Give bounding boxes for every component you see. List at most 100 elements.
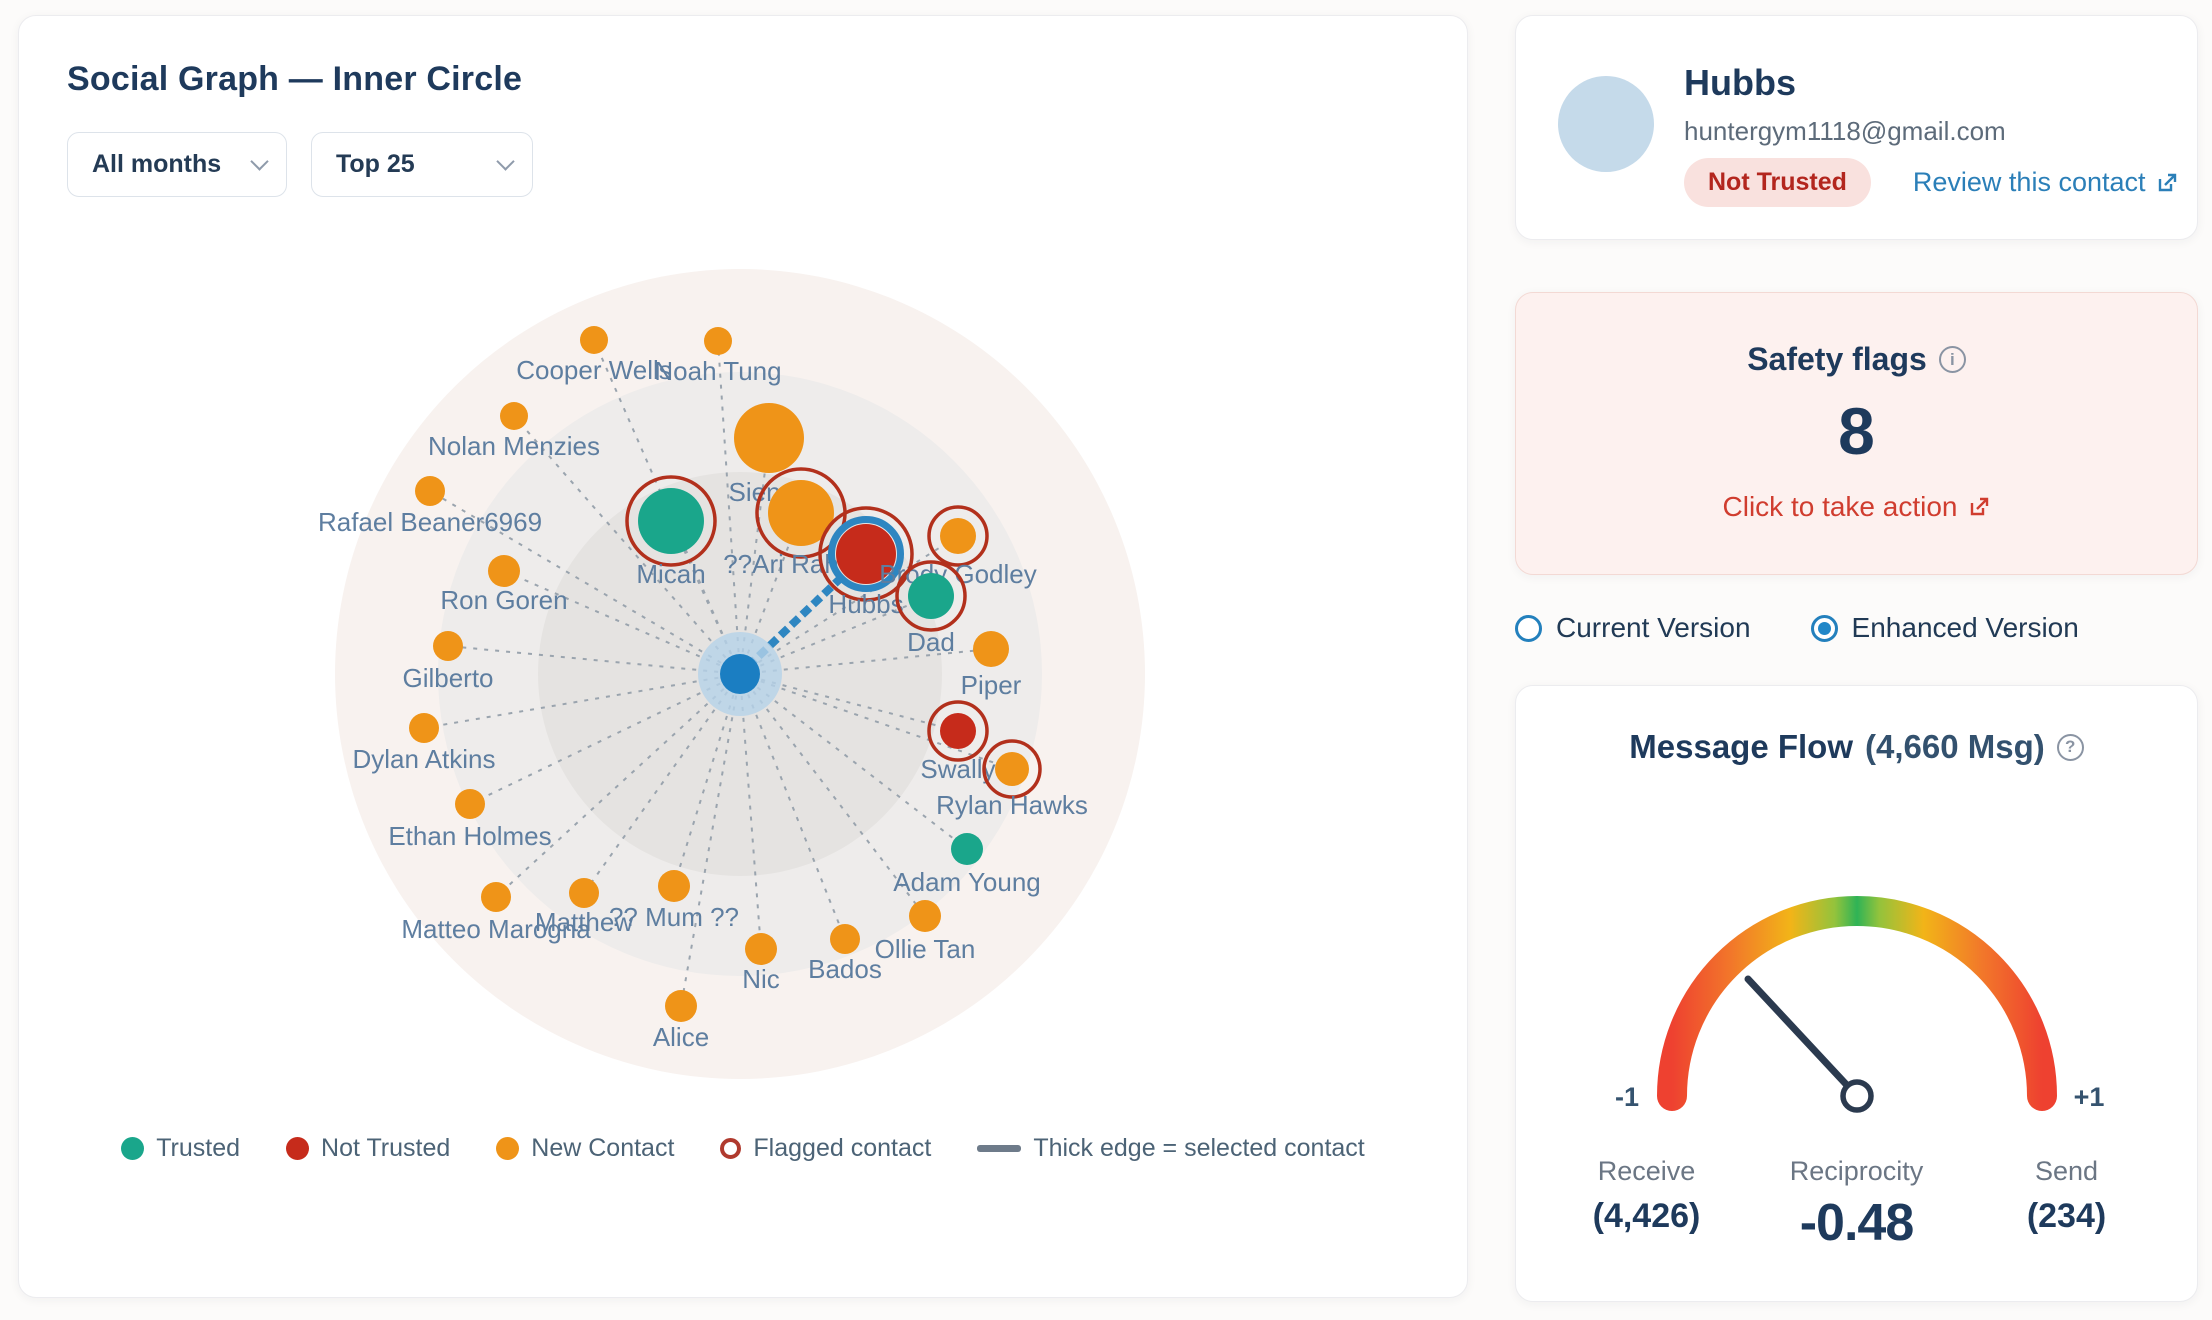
radio-unselected-icon — [1515, 614, 1542, 642]
gauge-min-label: -1 — [1615, 1082, 1639, 1112]
stat-label: Send — [2034, 1156, 2099, 1186]
flag-ring-icon — [927, 700, 989, 762]
review-contact-label: Review this contact — [1912, 167, 2146, 197]
center-node[interactable] — [720, 654, 760, 694]
review-contact-link[interactable]: Review this contact — [1913, 167, 2179, 198]
graph-node-bados[interactable]: Bados — [808, 924, 882, 984]
node-dot — [658, 870, 690, 902]
gauge-arc — [1657, 896, 2057, 1111]
radio-current-version[interactable]: Current Version — [1515, 612, 1751, 644]
radio-enhanced-version[interactable]: Enhanced Version — [1810, 612, 2079, 644]
stat-value: (4,426) — [1592, 1197, 1701, 1235]
legend-item-trusted: Trusted — [121, 1134, 240, 1163]
graph-node-nolan-menzies[interactable]: Nolan Menzies — [428, 402, 600, 461]
node-dot — [488, 555, 520, 587]
node-label: Dylan Atkins — [352, 744, 495, 774]
node-label: Noah Tung — [654, 356, 781, 386]
graph-node-dylan-atkins[interactable]: Dylan Atkins — [352, 713, 496, 774]
graph-node-dad[interactable]: Dad — [895, 560, 967, 657]
graph-node-matthew[interactable]: Matthew — [535, 878, 633, 937]
node-label: Cooper Wells — [516, 355, 672, 385]
legend-label: New Contact — [531, 1134, 675, 1162]
flag-ring-icon — [895, 560, 967, 632]
graph-edge — [583, 673, 741, 894]
graph-edge — [739, 648, 992, 675]
node-label: Hubbs — [828, 589, 903, 619]
graph-node-ron-goren[interactable]: Ron Goren — [440, 555, 568, 615]
node-dot — [580, 326, 608, 354]
graph-node-rafael-beaner6969[interactable]: Rafael Beaner6969 — [318, 476, 542, 537]
graph-node-noah-tung[interactable]: Noah Tung — [654, 327, 782, 386]
graph-node-alice[interactable]: Alice — [653, 990, 709, 1052]
social-graph-panel: Social Graph — Inner Circle All months T… — [18, 15, 1468, 1298]
node-dot — [995, 752, 1029, 786]
take-action-label: Click to take action — [1722, 491, 1958, 522]
message-flow-stats: Receive (4,426) Reciprocity -0.48 Send (234) — [1516, 1156, 2197, 1253]
info-icon: i — [1938, 346, 1966, 373]
graph-node-ethan-holmes[interactable]: Ethan Holmes — [388, 789, 552, 851]
take-action-link[interactable]: Click to take action — [1723, 491, 1991, 523]
graph-node-ari-rah[interactable]: ??Ari Rah — [723, 467, 847, 579]
node-label: Matteo Marogna — [401, 914, 591, 944]
node-label: Nolan Menzies — [428, 431, 600, 461]
top-n-filter-dropdown[interactable]: Top 25 — [311, 132, 533, 197]
radio-label: Current Version — [1556, 612, 1751, 643]
node-label: Rafael Beaner6969 — [318, 507, 542, 537]
stat-label: Receive — [1597, 1156, 1696, 1186]
legend-dot-icon — [286, 1137, 310, 1160]
radio-selected-icon — [1810, 614, 1838, 642]
graph-node-nic[interactable]: Nic — [742, 933, 780, 994]
contact-name: Hubbs — [1684, 62, 1796, 103]
graph-node-matteo-marogna[interactable]: Matteo Marogna — [401, 882, 591, 944]
stat-value: (234) — [2026, 1197, 2107, 1235]
version-toggle: Current Version Enhanced Version — [1515, 612, 2198, 644]
top-n-filter-value: Top 25 — [336, 150, 415, 178]
node-dot — [638, 488, 704, 554]
graph-edge — [739, 673, 1013, 770]
stat-reciprocity: Reciprocity -0.48 — [1752, 1156, 1962, 1253]
status-badge: Not Trusted — [1684, 158, 1871, 207]
gauge-needle — [1744, 975, 1861, 1100]
chevron-down-icon — [250, 152, 269, 171]
flag-ring-icon — [818, 506, 914, 602]
graph-edge — [680, 673, 741, 1007]
gauge-pivot — [1840, 1079, 1874, 1113]
graph-node-hubbs[interactable]: Hubbs — [818, 506, 914, 619]
months-filter-dropdown[interactable]: All months — [67, 132, 287, 197]
thick-edge-icon — [977, 1145, 1022, 1152]
graph-edge — [717, 340, 741, 675]
graph-node-rylan-hawks[interactable]: Rylan Hawks — [936, 739, 1088, 820]
external-link-icon — [1970, 497, 1988, 516]
node-dot — [745, 933, 777, 965]
reciprocity-gauge: -1 +1 — [1577, 798, 2137, 1133]
node-label: Matthew — [535, 907, 633, 937]
node-dot — [768, 480, 834, 546]
stat-value: -0.48 — [1799, 1194, 1915, 1252]
graph-node-ollie-tan[interactable]: Ollie Tan — [875, 900, 976, 964]
graph-node-adam-young[interactable]: Adam Young — [893, 833, 1041, 897]
page-title: Social Graph — Inner Circle — [67, 60, 523, 98]
node-dot — [734, 403, 804, 473]
graph-edge — [513, 415, 741, 675]
node-label: Nic — [742, 964, 780, 994]
node-dot — [908, 573, 954, 619]
graph-edge — [739, 673, 959, 732]
legend-dot-icon — [121, 1137, 145, 1160]
graph-node-cooper-wells[interactable]: Cooper Wells — [516, 326, 672, 385]
legend-label: Thick edge = selected contact — [1033, 1134, 1365, 1162]
node-label: Dad — [907, 627, 955, 657]
legend-item-thick-edge-selected-contact: Thick edge = selected contact — [977, 1134, 1365, 1163]
graph-node-micah[interactable]: Micah — [625, 475, 717, 589]
legend-label: Flagged contact — [753, 1134, 932, 1162]
node-label: Rylan Hawks — [936, 790, 1088, 820]
graph-node-piper[interactable]: Piper — [961, 631, 1022, 700]
node-label: Ron Goren — [440, 585, 567, 615]
graph-node-mum[interactable]: ?? Mum ?? — [609, 870, 739, 932]
node-dot — [500, 402, 528, 430]
graph-node-gilberto[interactable]: Gilberto — [402, 631, 494, 693]
legend-item-not-trusted: Not Trusted — [286, 1134, 450, 1163]
safety-flags-title: Safety flags — [1747, 341, 1927, 377]
chevron-down-icon — [496, 152, 515, 171]
node-label: Ethan Holmes — [388, 821, 551, 851]
message-flow-title: Message Flow — [1629, 728, 1853, 765]
